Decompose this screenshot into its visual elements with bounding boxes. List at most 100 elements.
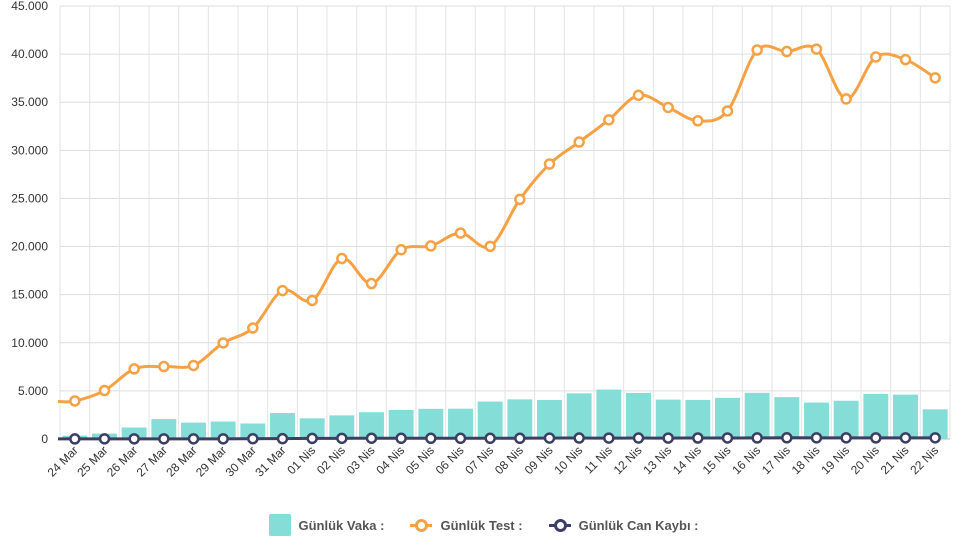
test-point[interactable]	[603, 114, 615, 126]
can-kaybi-point[interactable]	[484, 432, 496, 445]
test-point[interactable]	[840, 93, 852, 105]
vaka-bar[interactable]	[151, 419, 177, 439]
can-kaybi-point[interactable]	[69, 433, 81, 445]
vaka-bar[interactable]	[596, 389, 622, 439]
test-point[interactable]	[365, 277, 378, 290]
test-point[interactable]	[187, 359, 200, 372]
can-kaybi-point[interactable]	[514, 432, 526, 445]
vaka-bar[interactable]	[181, 422, 206, 439]
can-kaybi-point[interactable]	[929, 432, 941, 444]
can-kaybi-point[interactable]	[662, 432, 674, 444]
test-point[interactable]	[98, 384, 111, 397]
y-tick-label: 45.000	[11, 0, 48, 13]
vaka-bar[interactable]	[744, 392, 770, 439]
can-kaybi-point[interactable]	[128, 433, 140, 445]
can-kaybi-point[interactable]	[840, 432, 852, 444]
x-tick-label: 09 Nis	[522, 443, 556, 477]
y-tick-label: 15.000	[11, 288, 48, 302]
can-kaybi-point[interactable]	[632, 432, 645, 444]
test-point[interactable]	[217, 337, 229, 349]
legend-label-vaka: Günlük Vaka :	[298, 517, 385, 533]
x-tick-label: 22 Nis	[907, 443, 941, 477]
vaka-bar[interactable]	[507, 399, 533, 439]
legend-item-can-kaybi[interactable]: Günlük Can Kaybı :	[548, 518, 699, 533]
legend: Günlük Vaka : Günlük Test : Günlük Can K…	[0, 510, 967, 540]
legend-label-test: Günlük Test :	[440, 517, 523, 533]
vaka-bar[interactable]	[626, 392, 651, 439]
vaka-bar[interactable]	[240, 423, 266, 439]
can-kaybi-point[interactable]	[306, 432, 318, 445]
vaka-bar[interactable]	[774, 397, 800, 439]
can-kaybi-point[interactable]	[98, 433, 111, 445]
x-tick-label: 08 Nis	[492, 443, 526, 477]
can-kaybi-point[interactable]	[395, 432, 407, 445]
vaka-bar[interactable]	[863, 394, 889, 439]
test-point[interactable]	[721, 105, 734, 117]
test-point[interactable]	[484, 240, 496, 253]
test-point[interactable]	[395, 244, 407, 256]
can-kaybi-point[interactable]	[336, 432, 348, 445]
test-point[interactable]	[899, 53, 912, 66]
test-point[interactable]	[632, 89, 645, 102]
x-tick-label: 12 Nis	[611, 443, 645, 477]
test-point[interactable]	[306, 294, 318, 307]
can-kaybi-line-swatch-icon	[548, 518, 571, 532]
can-kaybi-point[interactable]	[365, 432, 378, 444]
can-kaybi-point[interactable]	[276, 432, 289, 445]
line-series	[57, 43, 941, 445]
legend-item-vaka[interactable]: Günlük Vaka :	[268, 514, 385, 536]
test-point[interactable]	[810, 43, 823, 55]
test-point[interactable]	[870, 51, 882, 63]
can-kaybi-point[interactable]	[573, 432, 585, 444]
test-point[interactable]	[929, 72, 941, 84]
vaka-bar[interactable]	[329, 415, 355, 439]
test-point[interactable]	[781, 45, 793, 58]
test-point[interactable]	[514, 193, 526, 206]
can-kaybi-point[interactable]	[217, 433, 229, 445]
x-tick-label: 05 Nis	[403, 443, 437, 477]
x-tick-label: 14 Nis	[670, 443, 704, 477]
can-kaybi-point[interactable]	[454, 432, 467, 445]
can-kaybi-point[interactable]	[692, 432, 704, 444]
x-tick-label: 31 Mar	[252, 443, 288, 479]
test-point[interactable]	[692, 115, 704, 127]
can-kaybi-point[interactable]	[158, 433, 170, 445]
can-kaybi-point[interactable]	[899, 432, 912, 444]
vaka-bar[interactable]	[715, 397, 740, 439]
can-kaybi-point[interactable]	[247, 432, 259, 445]
test-point[interactable]	[543, 158, 556, 170]
x-tick-label: 06 Nis	[433, 443, 467, 477]
can-kaybi-point[interactable]	[751, 432, 763, 444]
vaka-bar[interactable]	[893, 394, 918, 439]
test-point[interactable]	[573, 136, 585, 148]
x-tick-label: 15 Nis	[700, 443, 734, 477]
test-point[interactable]	[158, 360, 170, 373]
x-tick-label: 25 Mar	[74, 443, 110, 479]
can-kaybi-point[interactable]	[543, 432, 556, 444]
test-point[interactable]	[454, 227, 467, 239]
can-kaybi-point[interactable]	[603, 432, 615, 444]
test-point[interactable]	[247, 322, 259, 334]
test-point[interactable]	[128, 363, 140, 375]
can-kaybi-point[interactable]	[187, 433, 200, 445]
vaka-bar[interactable]	[210, 421, 236, 439]
can-kaybi-point[interactable]	[870, 432, 882, 444]
x-tick-label: 19 Nis	[818, 443, 852, 477]
test-point[interactable]	[662, 101, 674, 114]
test-point[interactable]	[69, 395, 81, 407]
x-tick-label: 26 Mar	[104, 443, 140, 479]
grid-lines	[59, 5, 951, 440]
can-kaybi-point[interactable]	[781, 432, 793, 444]
y-tick-label: 40.000	[11, 47, 48, 61]
can-kaybi-point[interactable]	[721, 432, 734, 444]
vaka-bar[interactable]	[299, 418, 325, 439]
test-point[interactable]	[336, 252, 348, 265]
test-point[interactable]	[276, 284, 289, 297]
vaka-bar[interactable]	[566, 393, 592, 439]
test-point[interactable]	[425, 240, 437, 252]
test-point[interactable]	[751, 44, 763, 56]
can-kaybi-point[interactable]	[810, 432, 823, 444]
can-kaybi-point[interactable]	[425, 432, 437, 445]
legend-item-test[interactable]: Günlük Test :	[410, 517, 523, 533]
